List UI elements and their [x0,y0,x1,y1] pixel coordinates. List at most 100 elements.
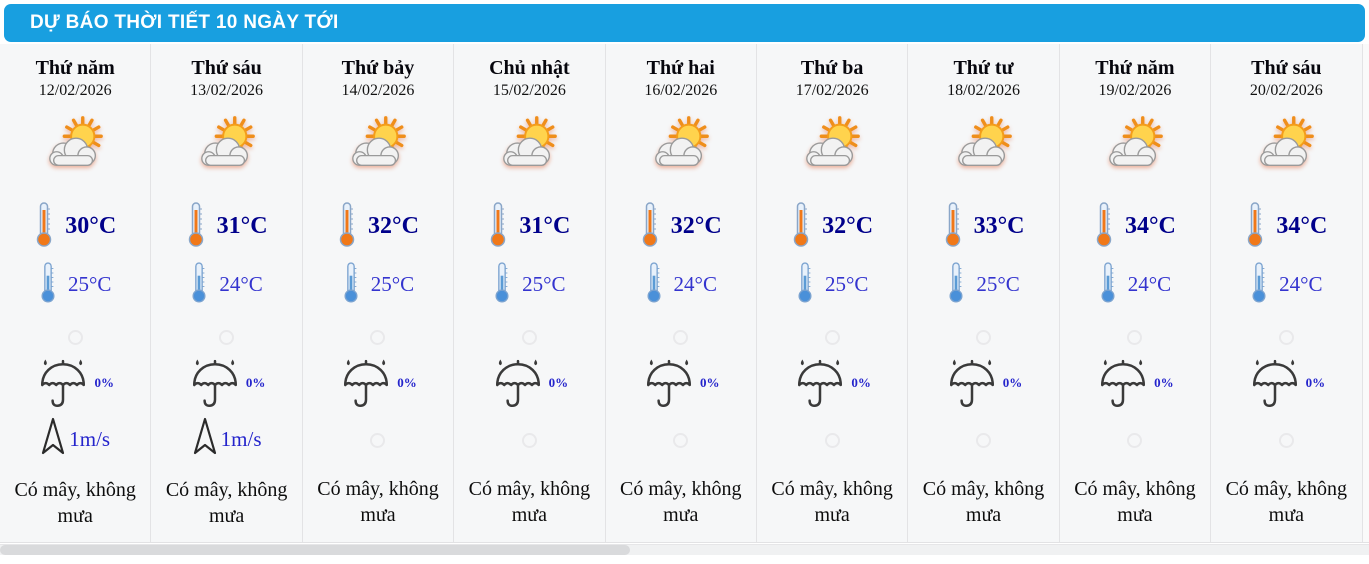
forecast-day-column-partial [1362,44,1369,542]
day-name: Thứ hai [646,57,715,79]
wind-direction-arrow-icon [192,417,218,462]
forecast-day-column[interactable]: Thứ ba 17/02/2026 [756,44,909,542]
day-name: Chủ nhật [489,57,570,79]
forecast-day-column[interactable]: Thứ năm 12/02/2026 [0,44,152,542]
weather-description: Có mây, không mưa [922,478,1045,526]
placeholder-circle [219,330,235,345]
thermometer-cold-icon [1250,260,1268,309]
forecast-title-bar: DỰ BÁO THỜI TIẾT 10 NGÀY TỚI [4,4,1365,42]
sun-behind-cloud-icon [606,116,756,174]
precipitation-probability: 0% [1002,374,1023,390]
high-temperature: 33°C [973,212,1025,239]
day-date: 19/02/2026 [1098,82,1172,99]
umbrella-rain-icon [945,358,999,417]
wind-speed: 1m/s [69,426,111,451]
umbrella-rain-icon [1096,358,1150,417]
placeholder-circle [370,433,386,448]
sun-behind-cloud-icon [1060,116,1210,174]
high-temperature: 31°C [216,212,268,239]
forecast-day-column[interactable]: Thứ năm 19/02/2026 [1059,44,1212,542]
thermometer-hot-icon [1245,201,1265,252]
forecast-title: DỰ BÁO THỜI TIẾT 10 NGÀY TỚI [30,12,339,33]
forecast-day-column[interactable]: Thứ sáu 13/02/2026 [151,44,303,542]
day-name: Thứ sáu [1251,57,1322,79]
placeholder-circle [1127,433,1143,448]
umbrella-rain-icon [36,358,90,417]
weather-description: Có mây, không mưa [165,479,288,527]
day-name: Thứ sáu [191,57,262,79]
day-date: 17/02/2026 [795,82,869,99]
placeholder-circle [824,330,840,345]
placeholder-circle [976,330,992,345]
thermometer-cold-icon [190,260,208,309]
thermometer-cold-icon [493,260,511,309]
weather-description: Có mây, không mưa [1074,478,1196,526]
high-temperature: 32°C [822,212,874,239]
day-date: 18/02/2026 [947,82,1020,99]
day-date: 14/02/2026 [341,82,415,99]
wind-speed: 1m/s [220,426,262,451]
precipitation-probability: 0% [1154,374,1174,390]
umbrella-rain-icon [1248,358,1302,417]
sun-behind-cloud-icon [0,116,150,174]
scrollbar-thumb[interactable] [0,545,630,555]
high-temperature: 32°C [670,212,722,239]
thermometer-cold-icon [645,260,663,309]
high-temperature: 32°C [368,212,419,239]
placeholder-circle [673,330,689,345]
thermometer-cold-icon [39,260,57,309]
low-temperature: 25°C [67,271,112,296]
high-temperature: 30°C [65,212,117,239]
high-temperature: 34°C [1124,212,1176,239]
weather-description: Có mây, không mưa [1225,478,1348,526]
thermometer-hot-icon [186,201,206,252]
low-temperature: 25°C [522,271,566,296]
thermometer-hot-icon [791,201,811,252]
precipitation-probability: 0% [851,374,871,390]
placeholder-circle [824,433,840,448]
day-name: Thứ năm [1095,57,1175,79]
forecast-day-column[interactable]: Thứ hai 16/02/2026 [605,44,757,542]
thermometer-cold-icon [342,260,360,309]
umbrella-rain-icon [642,358,696,417]
sun-behind-cloud-icon [151,116,301,174]
day-name: Thứ ba [800,57,864,79]
forecast-day-column[interactable]: Thứ bảy 14/02/2026 [302,44,455,542]
weather-description: Có mây, không mưa [771,478,893,526]
placeholder-circle [673,433,689,448]
low-temperature: 24°C [1279,271,1323,296]
precipitation-probability: 0% [397,374,417,390]
forecast-day-column[interactable]: Chủ nhật 15/02/2026 [454,44,606,542]
low-temperature: 24°C [673,271,717,296]
umbrella-rain-icon [188,358,242,417]
wind-direction-arrow-icon [40,417,66,462]
weather-description: Có mây, không mưa [468,478,591,526]
placeholder-circle [1278,433,1294,448]
thermometer-hot-icon [488,201,508,252]
precipitation-probability: 0% [245,374,266,390]
forecast-day-column[interactable]: Thứ tư 18/02/2026 [908,44,1060,542]
day-date: 15/02/2026 [492,82,566,99]
day-date: 12/02/2026 [38,82,112,99]
thermometer-cold-icon [1099,260,1117,309]
placeholder-circle [1278,330,1294,345]
sun-behind-cloud-icon [303,116,453,174]
weather-description: Có mây, không mưa [14,479,136,527]
precipitation-probability: 0% [700,374,720,390]
umbrella-rain-icon [491,358,545,417]
low-temperature: 25°C [824,271,869,296]
day-date: 16/02/2026 [644,82,718,99]
high-temperature: 31°C [519,212,571,239]
precipitation-probability: 0% [94,374,114,390]
low-temperature: 24°C [1127,271,1172,296]
low-temperature: 25°C [976,271,1020,296]
horizontal-scrollbar[interactable] [0,544,1369,555]
weather-description: Có mây, không mưa [317,478,439,526]
precipitation-probability: 0% [1305,374,1326,390]
weather-description: Có mây, không mưa [620,478,742,526]
low-temperature: 25°C [370,271,415,296]
forecast-day-column[interactable]: Thứ sáu 20/02/2026 [1211,44,1363,542]
placeholder-circle [370,330,386,345]
precipitation-probability: 0% [548,374,569,390]
sun-behind-cloud-icon [908,116,1058,174]
